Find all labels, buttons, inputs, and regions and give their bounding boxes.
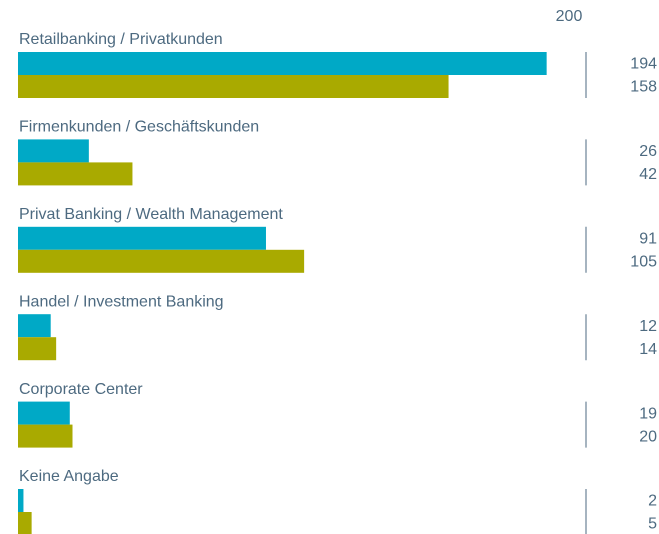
value-label: 105 [630, 254, 657, 271]
value-label: 19 [639, 405, 657, 422]
bar [18, 489, 24, 512]
value-label: 158 [630, 79, 657, 96]
value-label: 91 [639, 231, 657, 248]
bar [18, 226, 266, 250]
category-label: Firmenkunden / Geschäftskunden [19, 119, 259, 136]
bar [18, 337, 57, 361]
x-tick-label: 200 [556, 8, 583, 25]
value-label: 194 [630, 56, 657, 73]
category-label: Keine Angabe [19, 468, 119, 485]
value-label: 12 [639, 318, 657, 335]
value-label: 42 [639, 166, 657, 183]
category-label: Handel / Investment Banking [19, 293, 224, 310]
bar [18, 424, 73, 448]
value-label: 2 [648, 493, 657, 510]
bar [18, 401, 70, 425]
value-label: 14 [639, 341, 657, 358]
value-label: 26 [639, 143, 657, 160]
bar [18, 512, 32, 534]
value-label: 5 [648, 516, 657, 533]
category-label: Corporate Center [19, 381, 143, 398]
category-label: Privat Banking / Wealth Management [19, 206, 283, 223]
bar [18, 139, 89, 163]
bar [18, 52, 547, 75]
value-label: 20 [639, 428, 657, 445]
bar [18, 314, 51, 338]
bar [18, 162, 133, 186]
bar [18, 75, 449, 98]
category-label: Retailbanking / Privatkunden [19, 31, 223, 48]
bar [18, 249, 305, 273]
